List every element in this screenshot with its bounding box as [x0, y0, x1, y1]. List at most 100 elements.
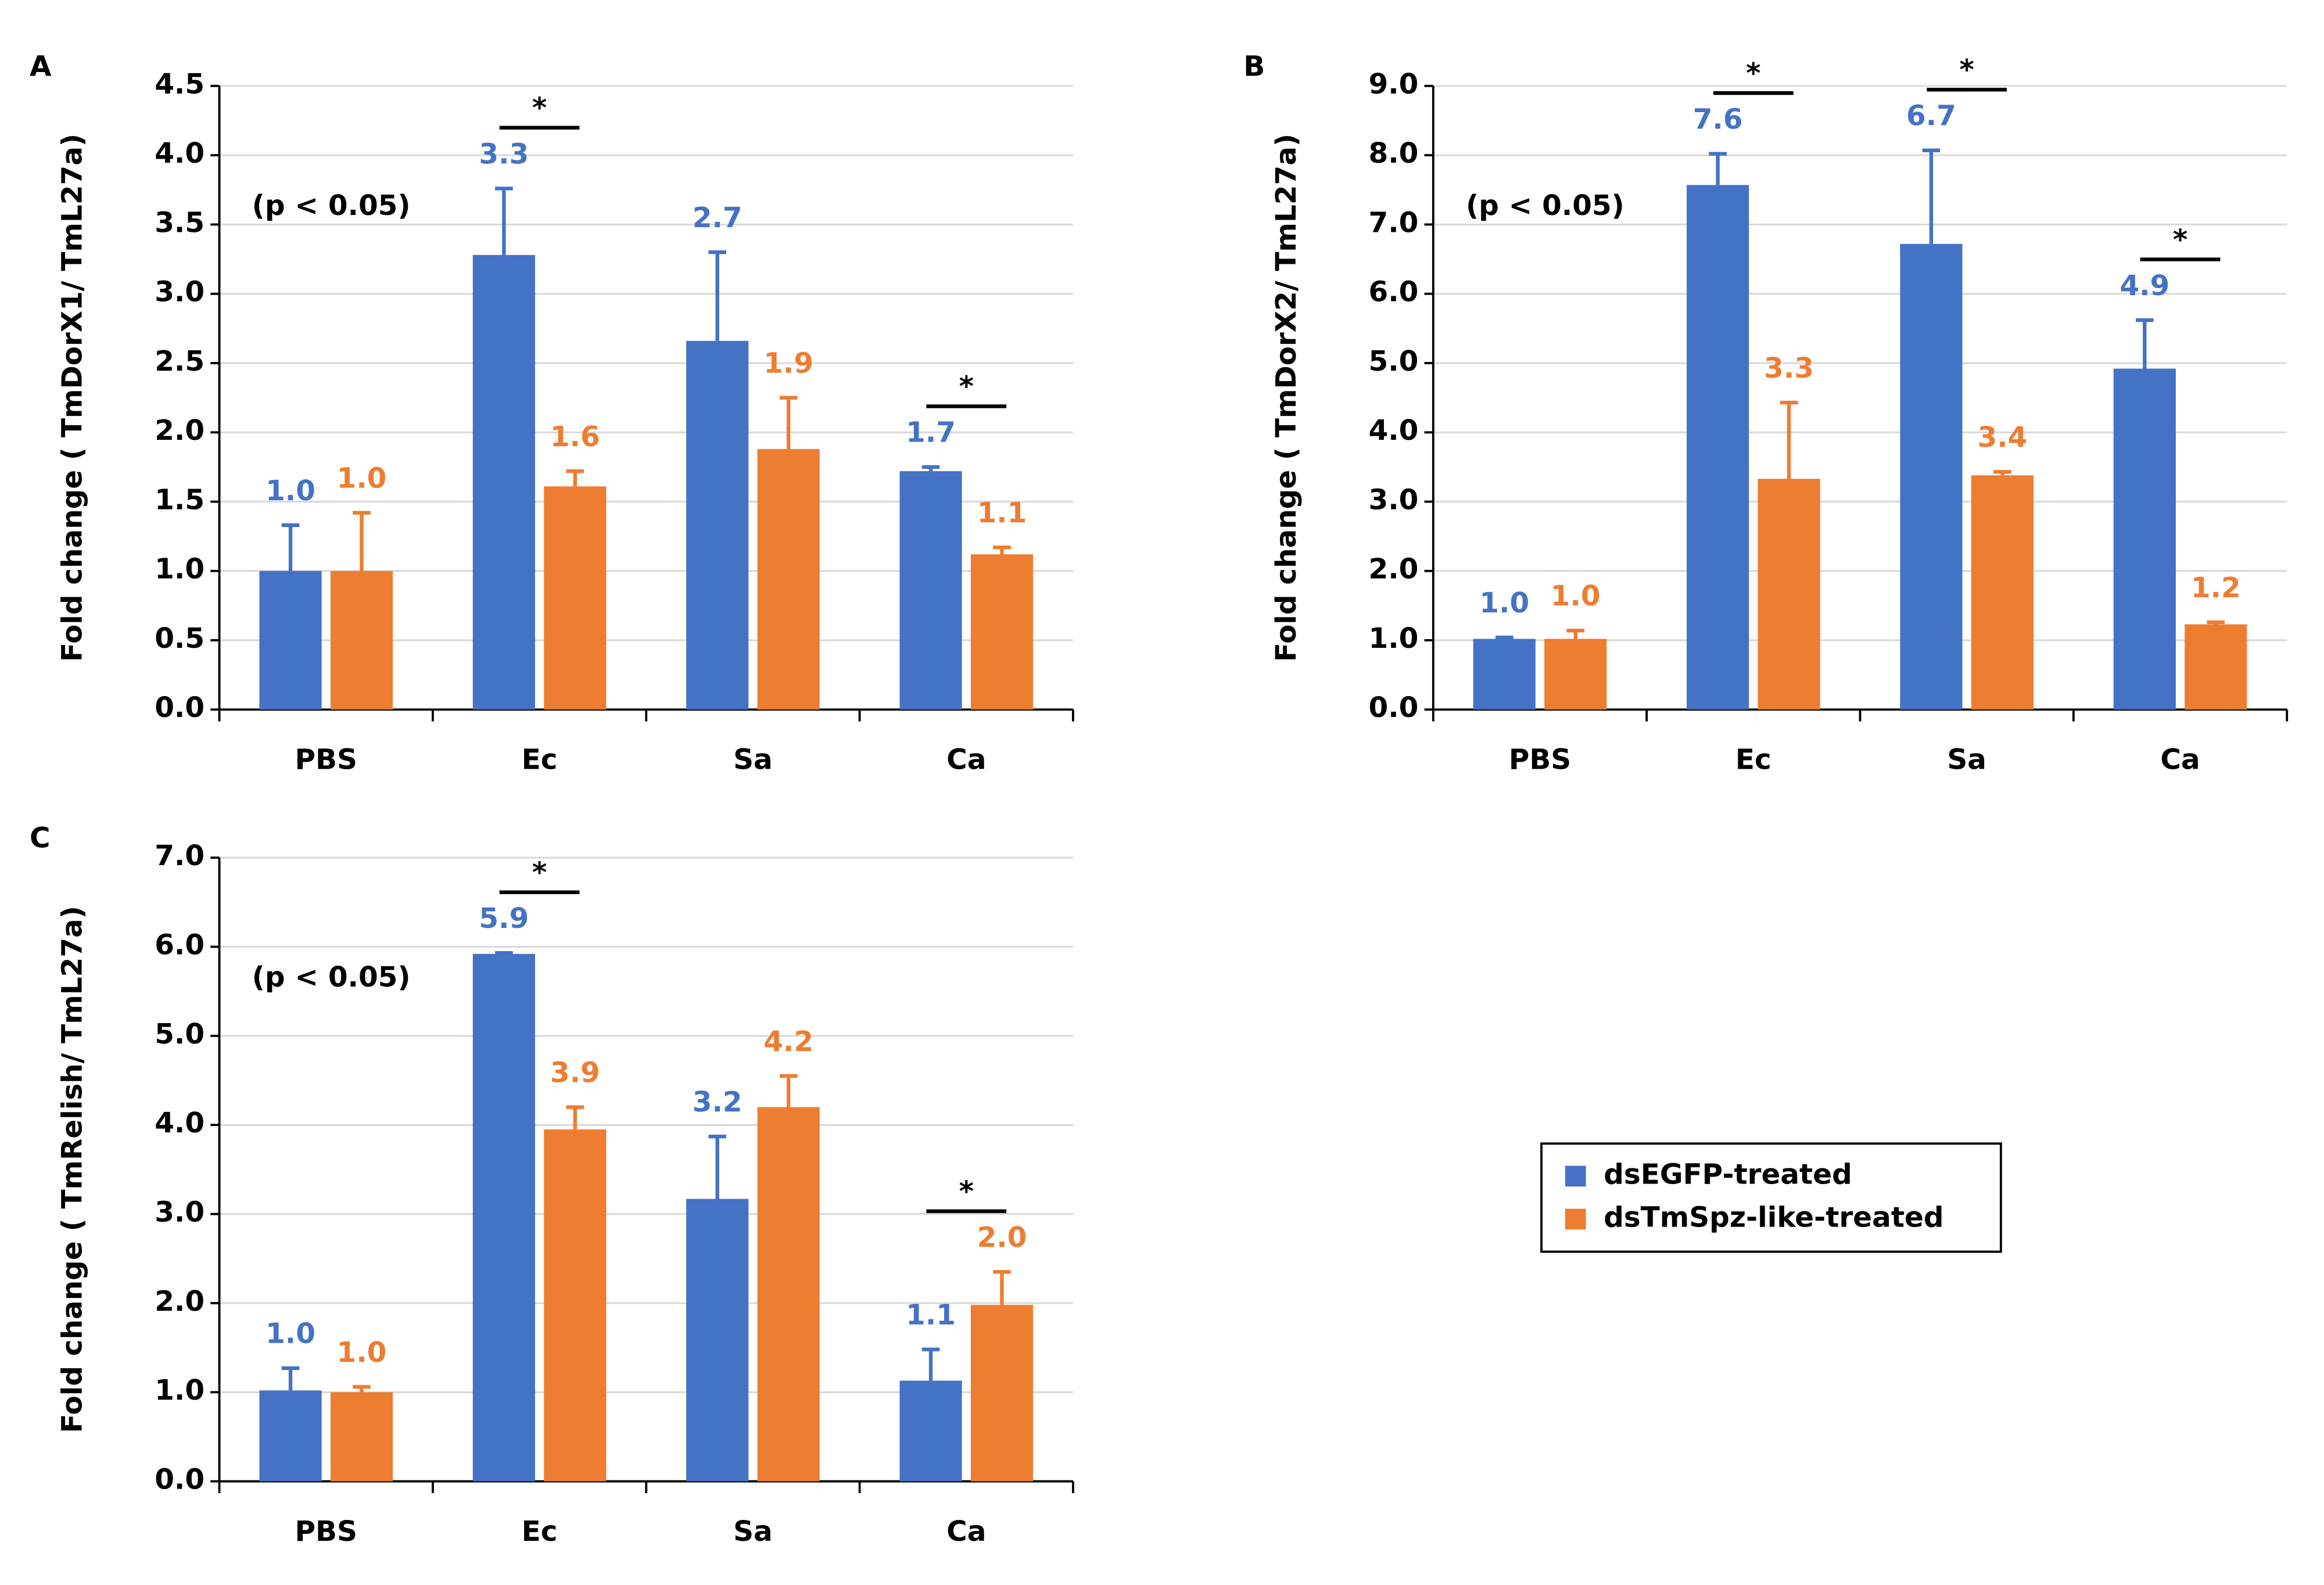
bar	[686, 1199, 749, 1482]
error-bar	[993, 1270, 1011, 1305]
y-tick-label: 9.0	[1368, 68, 1418, 101]
legend-label: dsTmSpz-like-treated	[1604, 1201, 1943, 1233]
error-bar	[566, 469, 584, 487]
error-bar	[1709, 152, 1727, 185]
error-bar	[353, 511, 371, 571]
y-tick-label: 1.0	[1368, 622, 1418, 655]
value-label: 4.2	[763, 1025, 813, 1058]
y-axis-title: Fold change ( TmRelish/ TmL27a)	[56, 906, 89, 1433]
y-tick-label: 2.5	[155, 345, 205, 378]
y-tick-label: 5.0	[1368, 345, 1418, 378]
value-label: 1.1	[906, 1299, 956, 1332]
significance-label: *	[959, 1175, 974, 1208]
significance-label: *	[2173, 224, 2187, 256]
bar	[757, 449, 820, 710]
y-tick-label: 1.0	[155, 1374, 205, 1407]
annotation: (p < 0.05)	[1466, 189, 1624, 222]
bar	[686, 340, 749, 710]
bar	[544, 1129, 607, 1482]
x-tick-label: Ca	[946, 1515, 986, 1548]
y-tick-label: 4.0	[155, 1107, 205, 1139]
error-bar	[2207, 620, 2225, 625]
y-tick-label: 3.5	[155, 206, 205, 239]
value-label: 1.6	[550, 421, 600, 453]
value-label: 3.4	[1978, 421, 2028, 454]
x-tick-label: Ec	[1735, 743, 1771, 776]
y-tick-label: 1.0	[155, 553, 205, 586]
value-label: 1.0	[1551, 580, 1601, 612]
x-tick-label: PBS	[295, 743, 357, 776]
y-axis-title: Fold change ( TmDorX1/ TmL27a)	[56, 134, 89, 662]
bar	[1971, 475, 2033, 710]
y-tick-label: 3.0	[155, 276, 205, 309]
bar	[1900, 243, 1963, 710]
value-label: 3.3	[1764, 352, 1814, 385]
x-tick-label: PBS	[295, 1515, 357, 1548]
significance-label: *	[532, 856, 547, 889]
x-tick-label: Ca	[946, 743, 986, 776]
bar	[472, 254, 535, 710]
bar	[1544, 639, 1607, 710]
value-label: 3.2	[693, 1086, 743, 1118]
x-tick-label: Sa	[733, 1515, 773, 1548]
y-tick-label: 6.0	[155, 929, 205, 962]
error-bar	[1922, 148, 1941, 244]
error-bar	[281, 523, 300, 571]
bar	[899, 1380, 962, 1482]
error-bar	[921, 465, 940, 471]
error-bar	[779, 396, 798, 449]
significance-label: *	[959, 371, 974, 403]
error-bar	[708, 1134, 726, 1199]
panel-label: C	[30, 822, 51, 855]
legend-label: dsEGFP-treated	[1604, 1158, 1852, 1190]
bar	[2113, 368, 2176, 710]
bar	[544, 486, 607, 710]
significance-label: *	[1746, 58, 1760, 90]
value-label: 2.0	[977, 1221, 1027, 1254]
value-label: 1.0	[337, 1336, 387, 1369]
y-tick-label: 4.0	[1368, 414, 1418, 447]
y-tick-label: 7.0	[155, 840, 205, 872]
error-bar	[1780, 400, 1798, 479]
bar	[259, 571, 322, 710]
value-label: 1.9	[763, 347, 813, 379]
panel-label: A	[30, 50, 52, 83]
bar	[259, 1390, 322, 1482]
value-label: 1.1	[977, 497, 1027, 529]
error-bar	[495, 951, 513, 955]
bar	[330, 1392, 393, 1482]
error-bar	[1495, 636, 1514, 640]
error-bar	[495, 187, 513, 255]
bar	[1473, 639, 1536, 710]
error-bar	[566, 1105, 584, 1129]
error-bar	[708, 250, 726, 341]
y-tick-label: 1.5	[155, 483, 205, 516]
y-tick-label: 2.0	[155, 1285, 205, 1318]
y-tick-label: 2.0	[1368, 553, 1418, 586]
error-bar	[1993, 469, 2011, 476]
legend-swatch	[1565, 1209, 1586, 1230]
value-label: 3.3	[479, 138, 529, 170]
error-bar	[281, 1366, 300, 1391]
error-bar	[779, 1074, 798, 1107]
x-tick-label: PBS	[1509, 743, 1571, 776]
value-label: 5.9	[479, 902, 529, 935]
y-tick-label: 0.0	[155, 1464, 205, 1496]
panel-label: B	[1243, 50, 1265, 83]
bar	[970, 554, 1034, 710]
bar	[2185, 624, 2247, 710]
y-tick-label: 4.0	[155, 137, 205, 170]
value-label: 1.2	[2191, 572, 2241, 604]
y-tick-label: 0.0	[155, 691, 205, 724]
bar	[970, 1304, 1034, 1482]
legend-swatch	[1565, 1166, 1586, 1187]
bar	[472, 953, 535, 1482]
y-tick-label: 3.0	[1368, 483, 1418, 516]
value-label: 1.0	[1479, 587, 1529, 619]
annotation: (p < 0.05)	[252, 961, 411, 994]
error-bar	[993, 545, 1011, 555]
bar	[757, 1107, 820, 1482]
value-label: 7.6	[1693, 103, 1743, 136]
